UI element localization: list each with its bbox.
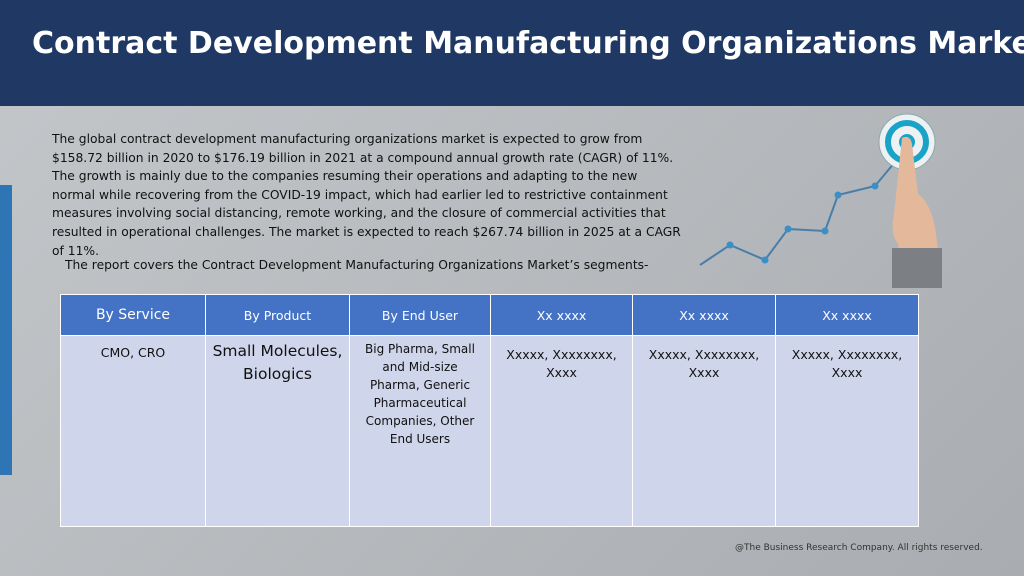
header-cell: By Service xyxy=(60,294,206,336)
copyright: @The Business Research Company. All righ… xyxy=(735,543,983,553)
header-cell: Xx xxxx xyxy=(490,294,633,336)
segments-table: By Service By Product By End User Xx xxxx Xx… xyxy=(60,294,919,527)
header-cell: By Product xyxy=(205,294,350,336)
illustration xyxy=(699,113,942,288)
cell: CMO, CRO xyxy=(60,335,206,527)
cell: Small Molecules, Biologics xyxy=(205,335,350,527)
header-cell: Xx xxxx xyxy=(632,294,776,336)
header-cell: By End User xyxy=(349,294,491,336)
header-cell: Xx xxxx xyxy=(775,294,919,336)
paragraph: The global contract development manufact… xyxy=(52,132,681,258)
cell: Big Pharma, Small and Mid-size Pharma, G… xyxy=(349,335,491,527)
cell: Xxxxx, Xxxxxxxx, Xxxx xyxy=(775,335,919,527)
segments-intro: The report covers the Contract Developme… xyxy=(65,258,649,272)
cell: Xxxxx, Xxxxxxxx, Xxxx xyxy=(490,335,633,527)
header-band xyxy=(0,0,1024,106)
title: Contract Development Manufacturing Organ… xyxy=(32,26,1024,61)
accent-bar xyxy=(0,185,12,475)
cell: Xxxxx, Xxxxxxxx, Xxxx xyxy=(632,335,776,527)
